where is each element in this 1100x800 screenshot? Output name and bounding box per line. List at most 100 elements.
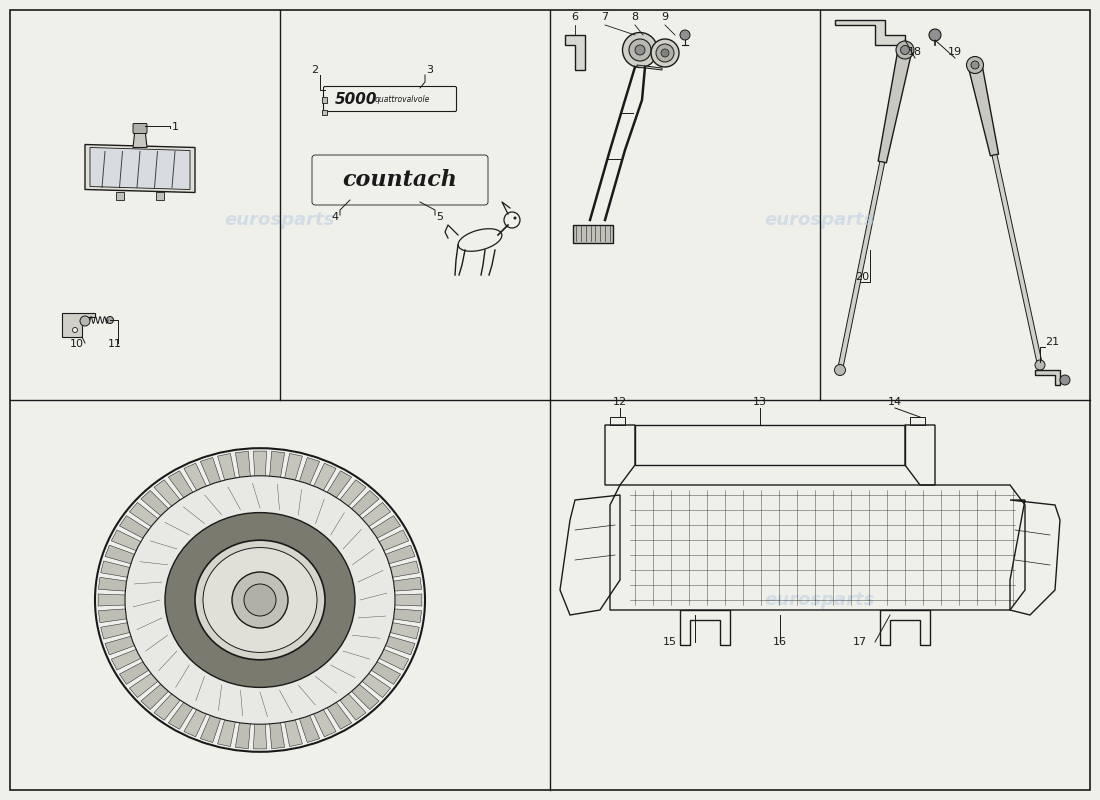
- Ellipse shape: [656, 44, 674, 62]
- Text: 11: 11: [108, 339, 122, 349]
- Text: 21: 21: [1045, 337, 1059, 347]
- Polygon shape: [90, 147, 190, 190]
- Polygon shape: [85, 145, 195, 193]
- Circle shape: [901, 46, 910, 54]
- Bar: [322, 97, 327, 103]
- Text: 17: 17: [852, 637, 867, 647]
- Polygon shape: [98, 594, 128, 606]
- Text: eurosparts: eurosparts: [224, 211, 336, 229]
- Circle shape: [514, 217, 517, 219]
- Text: 5: 5: [437, 212, 443, 222]
- Polygon shape: [120, 516, 151, 539]
- Circle shape: [1060, 375, 1070, 385]
- Polygon shape: [101, 622, 132, 639]
- Bar: [116, 193, 124, 199]
- Circle shape: [930, 29, 940, 41]
- Polygon shape: [154, 480, 182, 507]
- Polygon shape: [327, 470, 352, 499]
- Polygon shape: [637, 65, 662, 70]
- Text: 15: 15: [663, 637, 676, 647]
- Polygon shape: [837, 162, 884, 370]
- Polygon shape: [141, 490, 169, 517]
- Polygon shape: [200, 714, 221, 742]
- Text: 7: 7: [602, 12, 608, 22]
- Ellipse shape: [623, 33, 658, 67]
- Text: eurosparts: eurosparts: [764, 211, 876, 229]
- Polygon shape: [299, 714, 320, 742]
- Bar: [910, 417, 925, 425]
- Polygon shape: [141, 683, 169, 710]
- Polygon shape: [235, 721, 251, 749]
- Polygon shape: [350, 490, 380, 517]
- Polygon shape: [130, 672, 159, 698]
- Polygon shape: [253, 451, 266, 478]
- Text: 14: 14: [888, 397, 902, 407]
- Polygon shape: [339, 693, 366, 720]
- Circle shape: [680, 30, 690, 40]
- Text: 18: 18: [908, 47, 922, 57]
- Polygon shape: [361, 502, 390, 528]
- Polygon shape: [235, 451, 251, 479]
- Text: quattrovalvole: quattrovalvole: [375, 94, 430, 103]
- Text: 10: 10: [70, 339, 84, 349]
- Polygon shape: [218, 718, 235, 746]
- Polygon shape: [565, 35, 585, 70]
- Polygon shape: [111, 649, 143, 670]
- Ellipse shape: [95, 448, 425, 752]
- Text: 1: 1: [172, 122, 179, 133]
- Polygon shape: [312, 708, 337, 737]
- Polygon shape: [339, 480, 366, 507]
- Polygon shape: [393, 594, 422, 606]
- Circle shape: [661, 49, 669, 57]
- Circle shape: [1035, 360, 1045, 370]
- Text: 12: 12: [613, 397, 627, 407]
- Text: 13: 13: [754, 397, 767, 407]
- Text: 20: 20: [855, 272, 869, 282]
- Polygon shape: [168, 470, 194, 499]
- Bar: [635, 425, 905, 465]
- Text: 5000: 5000: [336, 91, 377, 106]
- Polygon shape: [299, 458, 320, 486]
- Text: 8: 8: [631, 12, 639, 22]
- Polygon shape: [98, 578, 129, 591]
- Circle shape: [80, 316, 90, 326]
- Polygon shape: [370, 661, 400, 684]
- Polygon shape: [392, 578, 421, 591]
- Polygon shape: [1035, 370, 1060, 385]
- Text: 2: 2: [311, 65, 319, 75]
- Polygon shape: [377, 649, 409, 670]
- Polygon shape: [106, 636, 136, 655]
- Polygon shape: [62, 313, 95, 337]
- Ellipse shape: [195, 540, 324, 660]
- Circle shape: [967, 57, 983, 74]
- Text: 9: 9: [661, 12, 669, 22]
- Polygon shape: [377, 530, 409, 551]
- Ellipse shape: [635, 45, 645, 55]
- Circle shape: [971, 61, 979, 69]
- Polygon shape: [992, 154, 1043, 366]
- FancyBboxPatch shape: [133, 123, 147, 134]
- Text: 16: 16: [773, 637, 786, 647]
- Polygon shape: [270, 721, 285, 749]
- Polygon shape: [130, 502, 159, 528]
- Circle shape: [244, 584, 276, 616]
- Polygon shape: [133, 130, 147, 147]
- Ellipse shape: [204, 547, 317, 653]
- Polygon shape: [284, 454, 302, 482]
- Polygon shape: [284, 718, 302, 746]
- Polygon shape: [98, 609, 129, 622]
- Polygon shape: [968, 63, 999, 156]
- Text: countach: countach: [342, 169, 458, 191]
- Text: 4: 4: [331, 212, 339, 222]
- Polygon shape: [350, 683, 380, 710]
- Circle shape: [835, 365, 846, 375]
- Polygon shape: [154, 693, 182, 720]
- Polygon shape: [120, 661, 151, 684]
- Text: 6: 6: [572, 12, 579, 22]
- Text: eurosparts: eurosparts: [224, 591, 336, 609]
- Polygon shape: [184, 708, 207, 737]
- Polygon shape: [101, 561, 132, 578]
- Polygon shape: [184, 463, 207, 492]
- Circle shape: [107, 317, 113, 323]
- Polygon shape: [111, 530, 143, 551]
